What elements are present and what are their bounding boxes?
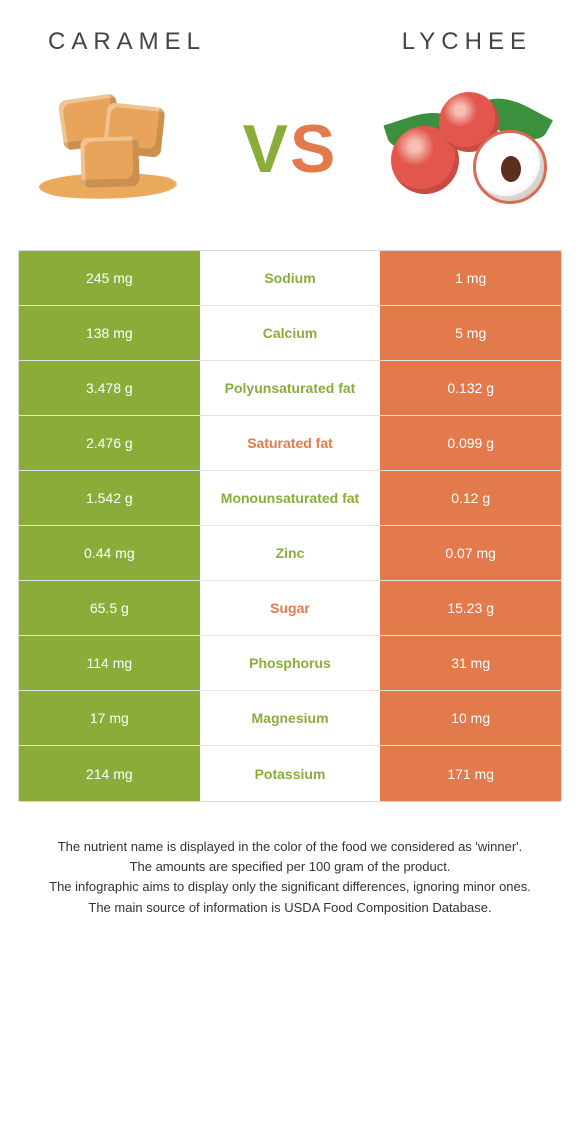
footer-notes: The nutrient name is displayed in the co… <box>18 802 562 917</box>
right-value: 31 mg <box>380 636 561 690</box>
table-row: 1.542 gMonounsaturated fat0.12 g <box>19 471 561 526</box>
left-value: 65.5 g <box>19 581 200 635</box>
lychee-icon <box>376 74 556 224</box>
left-value: 2.476 g <box>19 416 200 470</box>
left-value: 3.478 g <box>19 361 200 415</box>
left-value: 114 mg <box>19 636 200 690</box>
vs-v: V <box>243 111 290 187</box>
table-row: 3.478 gPolyunsaturated fat0.132 g <box>19 361 561 416</box>
right-value: 0.07 mg <box>380 526 561 580</box>
right-value: 1 mg <box>380 251 561 305</box>
hero-row: VS <box>18 66 562 250</box>
left-value: 214 mg <box>19 746 200 801</box>
right-value: 5 mg <box>380 306 561 360</box>
right-value: 15.23 g <box>380 581 561 635</box>
table-row: 2.476 gSaturated fat0.099 g <box>19 416 561 471</box>
right-value: 0.12 g <box>380 471 561 525</box>
right-food-title: Lychee <box>402 28 532 56</box>
table-row: 114 mgPhosphorus31 mg <box>19 636 561 691</box>
left-food-title: Caramel <box>48 28 206 56</box>
table-row: 17 mgMagnesium10 mg <box>19 691 561 746</box>
nutrient-label: Phosphorus <box>200 636 381 690</box>
nutrient-label: Saturated fat <box>200 416 381 470</box>
nutrient-label: Magnesium <box>200 691 381 745</box>
table-row: 214 mgPotassium171 mg <box>19 746 561 801</box>
right-value: 10 mg <box>380 691 561 745</box>
table-row: 65.5 gSugar15.23 g <box>19 581 561 636</box>
nutrient-label: Polyunsaturated fat <box>200 361 381 415</box>
right-value: 0.132 g <box>380 361 561 415</box>
left-value: 138 mg <box>19 306 200 360</box>
left-value: 245 mg <box>19 251 200 305</box>
vs-label: VS <box>243 110 338 188</box>
left-value: 17 mg <box>19 691 200 745</box>
table-row: 138 mgCalcium5 mg <box>19 306 561 361</box>
nutrient-label: Zinc <box>200 526 381 580</box>
table-row: 245 mgSodium1 mg <box>19 251 561 306</box>
right-value: 0.099 g <box>380 416 561 470</box>
nutrient-label: Calcium <box>200 306 381 360</box>
header-titles: Caramel Lychee <box>18 0 562 66</box>
vs-s: S <box>290 111 337 187</box>
nutrient-label: Potassium <box>200 746 381 801</box>
footer-line: The amounts are specified per 100 gram o… <box>32 858 548 876</box>
comparison-table: 245 mgSodium1 mg138 mgCalcium5 mg3.478 g… <box>18 250 562 802</box>
footer-line: The main source of information is USDA F… <box>32 899 548 917</box>
nutrient-label: Monounsaturated fat <box>200 471 381 525</box>
caramel-icon <box>24 74 204 224</box>
nutrient-label: Sugar <box>200 581 381 635</box>
left-value: 1.542 g <box>19 471 200 525</box>
footer-line: The nutrient name is displayed in the co… <box>32 838 548 856</box>
nutrient-label: Sodium <box>200 251 381 305</box>
left-value: 0.44 mg <box>19 526 200 580</box>
right-value: 171 mg <box>380 746 561 801</box>
footer-line: The infographic aims to display only the… <box>32 878 548 896</box>
table-row: 0.44 mgZinc0.07 mg <box>19 526 561 581</box>
